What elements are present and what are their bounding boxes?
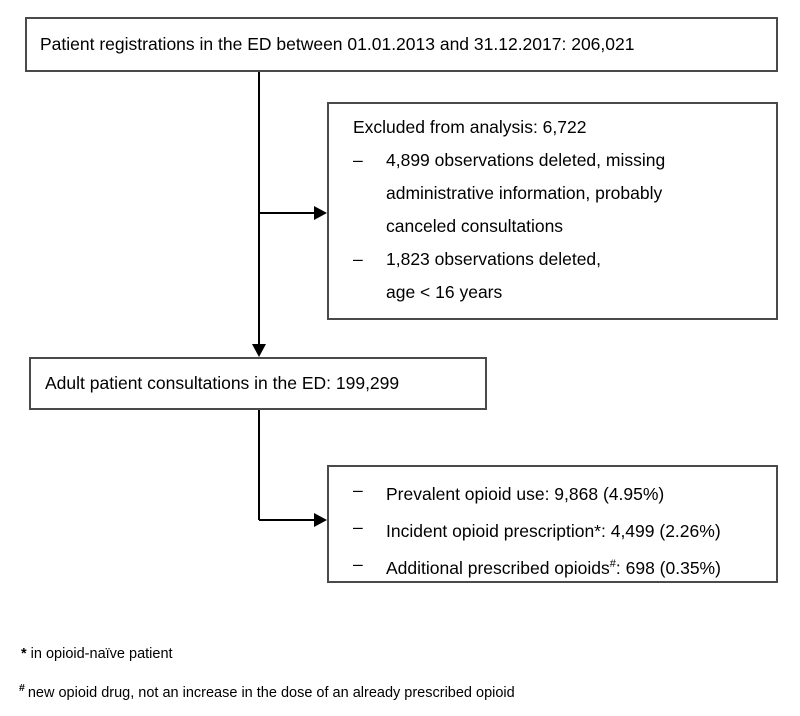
excluded-item-lines: 4,899 observations deleted, missing admi… [386, 144, 665, 243]
patient-registrations-text: Patient registrations in the ED between … [40, 34, 635, 54]
arrow-down-icon [252, 344, 266, 357]
dash-bullet: – [353, 553, 363, 574]
opioid-item-incident: – Incident opioid prescription*: 4,499 (… [353, 511, 768, 548]
opioid-item-pre: Additional prescribed opioids [386, 557, 610, 578]
opioid-item-additional: – Additional prescribed opioids#: 698 (0… [353, 548, 768, 585]
footnote-asterisk: * in opioid-naïve patient [21, 644, 173, 664]
dash-bullet: – [353, 516, 363, 537]
opioid-item-prevalent: – Prevalent opioid use: 9,868 (4.95%) [353, 474, 768, 511]
opioid-item-sup: # [609, 557, 616, 570]
connector-branch-opioid [259, 519, 315, 521]
opioid-item-pre: Prevalent opioid use: 9,868 (4.95%) [386, 483, 665, 504]
excluded-item-line: administrative information, probably [386, 183, 663, 203]
excluded-item-lines: 1,823 observations deleted, age < 16 yea… [386, 243, 601, 309]
excluded-item-line: canceled consultations [386, 216, 564, 236]
arrow-right-icon [314, 513, 327, 527]
dash-bullet: – [353, 480, 363, 500]
box-excluded-from-analysis: Excluded from analysis: 6,722 – 4,899 ob… [327, 102, 778, 320]
connector-vertical-top [258, 72, 260, 346]
footnote-hash-text: new opioid drug, not an increase in the … [27, 684, 515, 701]
connector-branch-excluded [259, 212, 315, 214]
opioid-item-text: Additional prescribed opioids#: 698 (0.3… [386, 548, 721, 585]
connector-vertical-bottom [258, 410, 260, 520]
opioid-item-text: Incident opioid prescription*: 4,499 (2.… [386, 511, 721, 548]
box-opioid-outcomes: – Prevalent opioid use: 9,868 (4.95%) – … [327, 465, 778, 583]
excluded-title: Excluded from analysis: 6,722 [353, 117, 587, 137]
hash-marker: # [19, 682, 25, 694]
opioid-item-text: Prevalent opioid use: 9,868 (4.95%) [386, 474, 664, 511]
excluded-item-deleted-admin: – 4,899 observations deleted, missing ad… [353, 144, 768, 243]
box-adult-consultations: Adult patient consultations in the ED: 1… [29, 357, 487, 410]
dash-bullet: – [353, 150, 363, 170]
dash-bullet: – [353, 249, 363, 269]
footnote-asterisk-text: in opioid-naïve patient [30, 646, 173, 662]
opioid-item-post: : 698 (0.35%) [615, 557, 721, 578]
excluded-item-line: 4,899 observations deleted, missing [386, 150, 666, 170]
arrow-right-icon [314, 206, 327, 220]
excluded-item-deleted-age: – 1,823 observations deleted, age < 16 y… [353, 243, 768, 309]
box-patient-registrations: Patient registrations in the ED between … [25, 17, 778, 72]
excluded-item-line: 1,823 observations deleted, [386, 249, 602, 269]
opioid-item-pre: Incident opioid prescription*: 4,499 (2.… [386, 520, 721, 541]
excluded-item-line: age < 16 years [386, 282, 503, 302]
asterisk-marker: * [21, 646, 27, 662]
footnote-hash: # new opioid drug, not an increase in the… [19, 678, 515, 703]
adult-consultations-text: Adult patient consultations in the ED: 1… [45, 373, 400, 393]
